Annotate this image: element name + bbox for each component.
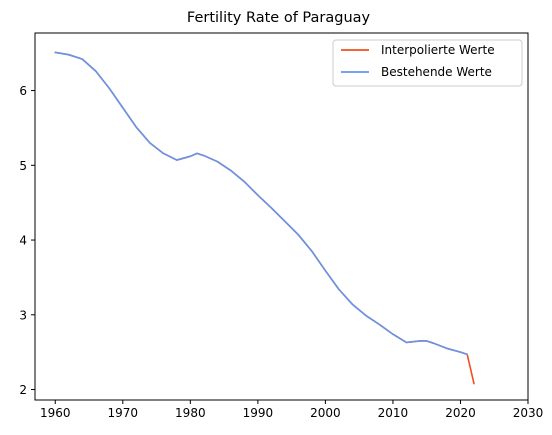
legend: Interpolierte Werte Bestehende Werte [333, 40, 522, 86]
chart-title: Fertility Rate of Paraguay [187, 10, 371, 26]
x-tick-label: 1990 [243, 406, 274, 420]
y-tick-label: 6 [19, 84, 27, 98]
y-tick-label: 3 [19, 308, 27, 322]
x-tick-label: 1980 [175, 406, 206, 420]
y-tick-label: 5 [19, 159, 27, 173]
x-tick-label: 2010 [378, 406, 409, 420]
x-tick-label: 2020 [445, 406, 476, 420]
y-tick-label: 2 [19, 383, 27, 397]
legend-label-bestehende-werte: Bestehende Werte [381, 65, 492, 79]
y-tick-label: 4 [19, 234, 27, 248]
x-tick-label: 1960 [40, 406, 71, 420]
x-tick-label: 1970 [108, 406, 139, 420]
x-tick-label: 2030 [513, 406, 544, 420]
legend-label-interpolierte-werte: Interpolierte Werte [381, 43, 495, 57]
x-tick-label: 2000 [310, 406, 341, 420]
